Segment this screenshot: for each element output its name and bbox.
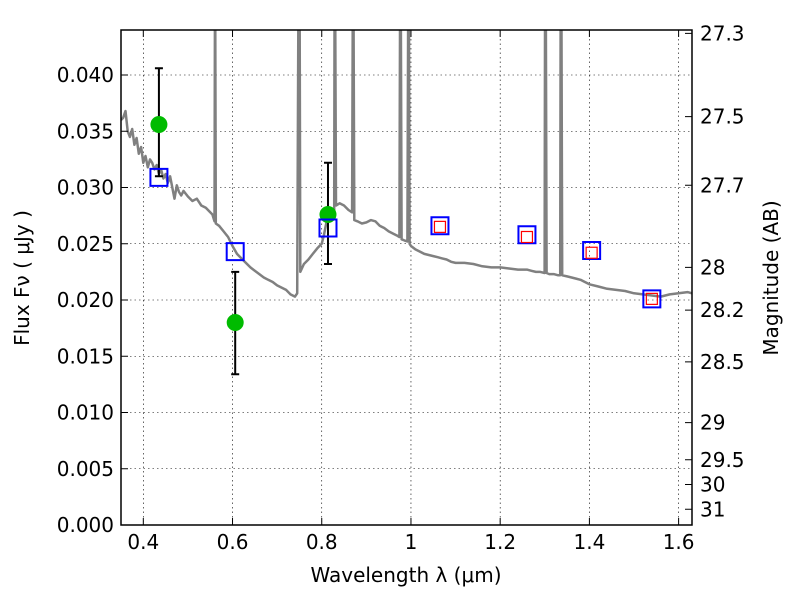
y-tick-label: 0.040 xyxy=(57,63,114,87)
plot-area xyxy=(121,30,692,376)
y2-tick-label: 27.7 xyxy=(700,173,745,197)
x-tick-label: 0.4 xyxy=(127,530,159,554)
grid xyxy=(121,30,692,526)
model-square-blue xyxy=(225,242,245,262)
y2-tick-label: 27.5 xyxy=(700,105,745,129)
y2-axis-label: Magnitude (AB) xyxy=(759,200,783,355)
model-square-red xyxy=(585,246,598,259)
spectrum-line xyxy=(121,30,692,298)
y2-tick-label: 29.5 xyxy=(700,448,745,472)
y2-tick-label: 29 xyxy=(700,411,725,435)
model-square-blue xyxy=(318,218,338,238)
model-square-red xyxy=(520,230,534,244)
y-tick-label: 0.005 xyxy=(57,457,114,481)
model-square-blue xyxy=(517,225,537,245)
y-tick-label: 0.025 xyxy=(57,232,114,256)
x-tick-label: 0.6 xyxy=(217,530,249,554)
y-tick-label: 0.000 xyxy=(57,513,114,537)
model-square-red xyxy=(645,292,658,305)
observed-point xyxy=(226,314,244,331)
x-tick-label: 1.2 xyxy=(484,530,516,554)
model-square-blue xyxy=(642,289,662,309)
y-tick-label: 0.020 xyxy=(57,288,114,312)
y2-tick-label: 28.2 xyxy=(700,298,745,322)
x-tick-label: 0.8 xyxy=(306,530,338,554)
x-tick-label: 1 xyxy=(405,530,418,554)
model-square-red xyxy=(433,220,447,233)
x-axis-label: Wavelength λ (μm) xyxy=(310,563,501,587)
x-tick-label: 1.4 xyxy=(573,530,605,554)
model-square-blue xyxy=(582,241,602,260)
y-tick-label: 0.030 xyxy=(57,176,114,200)
y2-tick-label: 28.5 xyxy=(700,350,745,374)
y-axis-label: Flux Fν ( μJy ) xyxy=(10,210,34,346)
x-tick-label: 1.6 xyxy=(663,530,695,554)
y2-tick-label: 28 xyxy=(700,255,725,279)
observed-point xyxy=(150,116,168,133)
model-square-blue xyxy=(430,216,450,236)
y-tick-label: 0.010 xyxy=(57,401,114,425)
y-tick-label: 0.035 xyxy=(57,119,114,143)
plot-frame xyxy=(120,29,693,526)
axis-ticks: 0.4 0.6 0.8 1 1.2 1.4 1.6 0.000 0.005 0.010 0.015 0… xyxy=(57,21,745,554)
y2-tick-label: 30 xyxy=(700,473,725,497)
y-tick-label: 0.015 xyxy=(57,344,114,368)
y2-tick-label: 31 xyxy=(700,497,725,521)
y2-tick-label: 27.3 xyxy=(700,21,745,45)
model-square-blue xyxy=(149,167,169,187)
